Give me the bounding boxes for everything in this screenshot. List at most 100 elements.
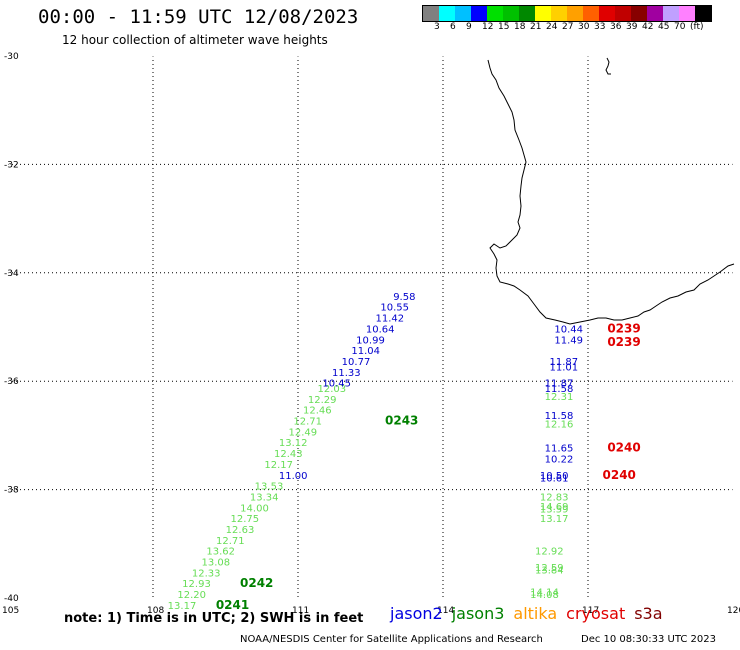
jason2-wave-height-label: 10.22 xyxy=(545,455,574,466)
jason2-wave-height-label: 10.77 xyxy=(342,357,371,368)
jason3-wave-height-label: 12.63 xyxy=(226,525,255,536)
color-scale-ticks: 3 6 9 12 15 18 21 24 27 30 33 36 39 42 45 70 (ft) xyxy=(422,22,740,36)
jason3-wave-height-label: 13.62 xyxy=(206,547,235,558)
color-swatch xyxy=(487,6,503,21)
color-swatch xyxy=(551,6,567,21)
jason3-wave-height-label: 14.00 xyxy=(240,503,269,514)
legend-entry-jason3: jason3 xyxy=(451,604,505,623)
jason2-wave-height-label: 11.00 xyxy=(279,471,308,482)
color-swatch xyxy=(631,6,647,21)
color-swatch xyxy=(519,6,535,21)
jason3-wave-height-label: 12.83 xyxy=(540,492,569,503)
satellite-legend: jason2 jason3 altika cryosat s3a xyxy=(390,604,672,623)
color-scale-tick: 15 xyxy=(498,22,510,32)
jason3-wave-height-label: 13.17 xyxy=(168,601,197,612)
color-scale-tick: 9 xyxy=(466,22,472,32)
color-swatch xyxy=(615,6,631,21)
color-swatch xyxy=(535,6,551,21)
color-scale-tick: 36 xyxy=(610,22,622,32)
jason2-wave-height-label: 11.87 xyxy=(550,357,579,368)
latitude-tick-label: -34 xyxy=(4,269,19,279)
jason3-wave-height-label: 12.29 xyxy=(308,395,337,406)
map-frame xyxy=(7,55,734,599)
pass-time-label: 0240 xyxy=(603,468,636,482)
page-subtitle: 12 hour collection of altimeter wave hei… xyxy=(62,33,328,47)
jason3-wave-height-label: 12.71 xyxy=(293,417,322,428)
jason3-wave-height-label: 13.12 xyxy=(279,438,308,449)
legend-entry-altika: altika xyxy=(513,604,558,623)
australia-coastline xyxy=(487,59,735,325)
jason3-wave-height-label: 13.17 xyxy=(540,514,569,525)
longitude-tick-label: 108 xyxy=(147,606,164,616)
longitude-tick-label: 105 xyxy=(2,606,19,616)
jason3-wave-height-label: 12.92 xyxy=(535,547,564,558)
jason3-wave-height-label: 13.84 xyxy=(535,566,564,577)
credit-text: NOAA/NESDIS Center for Satellite Applica… xyxy=(240,634,543,645)
jason2-wave-height-label: 11.33 xyxy=(332,368,361,379)
jason2-wave-height-label: 11.42 xyxy=(376,314,405,325)
jason3-wave-height-label: 13.53 xyxy=(255,482,284,493)
latitude-tick-label: -30 xyxy=(4,52,19,62)
latitude-tick-label: -40 xyxy=(4,594,19,604)
latitude-tick-label: -32 xyxy=(4,160,19,170)
map-grid xyxy=(7,55,734,599)
color-swatch xyxy=(583,6,599,21)
longitude-tick-label: 114 xyxy=(437,606,454,616)
page-title: 00:00 - 11:59 UTC 12/08/2023 xyxy=(38,6,359,28)
pass-time-label: 0241 xyxy=(216,598,249,612)
jason3-wave-height-label: 12.33 xyxy=(192,568,221,579)
jason3-wave-height-label: 12.46 xyxy=(303,406,332,417)
jason3-wave-height-label: 12.20 xyxy=(177,590,206,601)
jason3-wave-height-label: 13.59 xyxy=(540,504,569,515)
color-scale-tick: 42 xyxy=(642,22,654,32)
color-scale-tick: 12 xyxy=(482,22,494,32)
color-scale-tick: 45 xyxy=(658,22,670,32)
jason3-wave-height-label: 12.59 xyxy=(535,563,564,574)
color-scale-tick: 24 xyxy=(546,22,558,32)
color-scale-tick: 3 xyxy=(434,22,440,32)
jason2-wave-height-label: 10.50 xyxy=(540,471,569,482)
jason2-wave-height-label: 10.55 xyxy=(380,303,409,314)
color-scale-tick: 30 xyxy=(578,22,590,32)
generated-timestamp: Dec 10 08:30:33 UTC 2023 xyxy=(581,634,716,645)
jason2-wave-height-label: 11.04 xyxy=(351,346,380,357)
jason3-wave-height-label: 13.34 xyxy=(250,492,279,503)
color-swatch xyxy=(599,6,615,21)
jason2-wave-height-label: 11.58 xyxy=(545,384,574,395)
jason2-wave-height-label: 10.64 xyxy=(366,324,395,335)
color-swatch xyxy=(503,6,519,21)
pass-time-label: 0243 xyxy=(385,414,418,428)
color-scale-tick: (ft) xyxy=(690,22,704,32)
jason3-wave-height-label: 14.69 xyxy=(540,502,569,513)
jason2-wave-height-label: 10.61 xyxy=(540,473,569,484)
jason3-wave-height-label: 12.93 xyxy=(182,579,211,590)
color-swatch xyxy=(647,6,663,21)
color-scale-tick: 21 xyxy=(530,22,542,32)
legend-entry-jason2: jason2 xyxy=(390,604,443,623)
color-swatch xyxy=(455,6,471,21)
jason3-wave-height-label: 14.14 xyxy=(530,587,559,598)
jason2-wave-height-label: 11.49 xyxy=(554,335,583,346)
latitude-tick-label: -36 xyxy=(4,377,19,387)
pass-time-label: 0239 xyxy=(607,335,640,349)
color-scale-tick: 18 xyxy=(514,22,526,32)
wave-height-color-scale xyxy=(422,5,712,22)
jason3-wave-height-label: 12.43 xyxy=(274,449,303,460)
jason3-wave-height-label: 12.17 xyxy=(264,460,293,471)
latitude-tick-label: -38 xyxy=(4,486,19,496)
jason3-wave-height-label: 12.31 xyxy=(545,392,574,403)
jason3-wave-height-label: 12.49 xyxy=(289,427,318,438)
pass-time-label: 0240 xyxy=(607,441,640,455)
jason2-wave-height-label: 10.44 xyxy=(554,324,583,335)
color-scale-tick: 39 xyxy=(626,22,638,32)
jason3-wave-height-label: 12.16 xyxy=(545,419,574,430)
color-swatch xyxy=(679,6,695,21)
jason3-wave-height-label: 12.71 xyxy=(216,536,245,547)
jason2-wave-height-label: 11.58 xyxy=(545,411,574,422)
altimeter-wave-height-labels: 12.0312.2912.4612.7112.4913.1212.4312.17… xyxy=(168,292,583,612)
footnote: note: 1) Time is in UTC; 2) SWH is in fe… xyxy=(64,611,364,626)
color-scale-tick: 6 xyxy=(450,22,456,32)
color-scale-tick: 70 xyxy=(674,22,686,32)
